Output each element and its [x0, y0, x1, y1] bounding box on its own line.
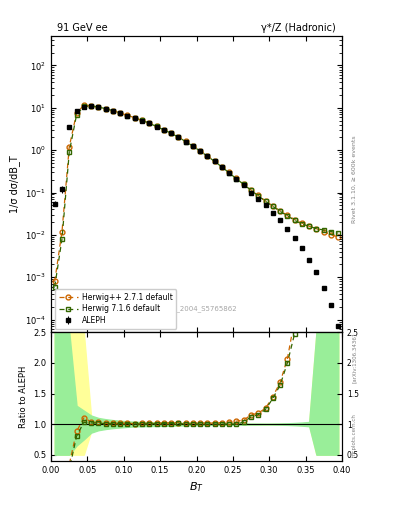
Herwig 7.1.6 default — [278, 208, 283, 215]
Herwig++ 2.7.1 default — [183, 138, 188, 144]
Herwig 7.1.6 default — [191, 143, 195, 149]
Herwig++ 2.7.1 default — [103, 105, 108, 112]
Herwig++ 2.7.1 default — [292, 217, 297, 223]
Herwig 7.1.6 default — [176, 134, 181, 140]
Text: ALEPH_2004_S5765862: ALEPH_2004_S5765862 — [155, 305, 238, 312]
Herwig 7.1.6 default — [249, 187, 253, 194]
Herwig 7.1.6 default — [60, 236, 64, 242]
Herwig 7.1.6 default — [81, 103, 86, 110]
Herwig 7.1.6 default — [205, 153, 210, 159]
Herwig 7.1.6 default — [336, 230, 341, 236]
Y-axis label: 1/σ dσ/dB_T: 1/σ dσ/dB_T — [9, 155, 20, 213]
Herwig 7.1.6 default — [132, 115, 137, 121]
Herwig 7.1.6 default — [241, 181, 246, 187]
Herwig 7.1.6 default — [227, 170, 231, 176]
Herwig++ 2.7.1 default — [140, 117, 144, 123]
Herwig++ 2.7.1 default — [81, 102, 86, 109]
Herwig 7.1.6 default — [67, 149, 72, 155]
Herwig 7.1.6 default — [307, 223, 312, 229]
Legend: Herwig++ 2.7.1 default, Herwig 7.1.6 default, ALEPH: Herwig++ 2.7.1 default, Herwig 7.1.6 def… — [55, 289, 176, 329]
Y-axis label: Ratio to ALEPH: Ratio to ALEPH — [18, 366, 28, 428]
Herwig 7.1.6 default — [183, 138, 188, 144]
Herwig 7.1.6 default — [154, 123, 159, 130]
Herwig++ 2.7.1 default — [52, 278, 57, 284]
Herwig 7.1.6 default — [299, 221, 304, 227]
Herwig++ 2.7.1 default — [307, 223, 312, 229]
Herwig++ 2.7.1 default — [89, 102, 94, 109]
Text: γ*/Z (Hadronic): γ*/Z (Hadronic) — [261, 23, 336, 33]
X-axis label: $B_T$: $B_T$ — [189, 480, 204, 494]
Text: 91 GeV ee: 91 GeV ee — [57, 23, 108, 33]
Herwig++ 2.7.1 default — [67, 144, 72, 150]
Herwig++ 2.7.1 default — [162, 126, 166, 133]
Herwig++ 2.7.1 default — [314, 226, 319, 232]
Herwig 7.1.6 default — [292, 217, 297, 223]
Text: [arXiv:1306.3436]: [arXiv:1306.3436] — [352, 333, 357, 383]
Herwig 7.1.6 default — [198, 148, 202, 154]
Herwig 7.1.6 default — [74, 112, 79, 118]
Herwig++ 2.7.1 default — [329, 232, 333, 238]
Herwig 7.1.6 default — [321, 227, 326, 233]
Herwig++ 2.7.1 default — [241, 181, 246, 187]
Herwig 7.1.6 default — [270, 203, 275, 209]
Herwig 7.1.6 default — [314, 226, 319, 232]
Herwig 7.1.6 default — [125, 113, 130, 119]
Herwig 7.1.6 default — [103, 105, 108, 112]
Herwig++ 2.7.1 default — [227, 169, 231, 176]
Herwig 7.1.6 default — [285, 213, 290, 219]
Herwig++ 2.7.1 default — [118, 110, 123, 116]
Herwig++ 2.7.1 default — [285, 212, 290, 218]
Text: Rivet 3.1.10, ≥ 600k events: Rivet 3.1.10, ≥ 600k events — [352, 135, 357, 223]
Herwig 7.1.6 default — [212, 158, 217, 164]
Herwig++ 2.7.1 default — [299, 220, 304, 226]
Herwig++ 2.7.1 default — [270, 203, 275, 209]
Herwig++ 2.7.1 default — [336, 234, 341, 240]
Herwig 7.1.6 default — [140, 117, 144, 123]
Herwig++ 2.7.1 default — [205, 153, 210, 159]
Herwig 7.1.6 default — [162, 127, 166, 133]
Herwig++ 2.7.1 default — [110, 108, 115, 114]
Herwig++ 2.7.1 default — [132, 115, 137, 121]
Herwig++ 2.7.1 default — [256, 193, 261, 199]
Herwig++ 2.7.1 default — [198, 147, 202, 154]
Herwig 7.1.6 default — [52, 284, 57, 290]
Herwig 7.1.6 default — [96, 104, 101, 110]
Herwig++ 2.7.1 default — [234, 175, 239, 181]
Herwig++ 2.7.1 default — [191, 143, 195, 149]
Herwig++ 2.7.1 default — [220, 163, 224, 169]
Herwig++ 2.7.1 default — [154, 123, 159, 130]
Herwig++ 2.7.1 default — [249, 187, 253, 193]
Text: mcplots.cern.ch: mcplots.cern.ch — [352, 413, 357, 457]
Herwig 7.1.6 default — [118, 110, 123, 116]
Herwig++ 2.7.1 default — [321, 228, 326, 234]
Herwig 7.1.6 default — [147, 120, 152, 126]
Herwig 7.1.6 default — [263, 198, 268, 204]
Herwig++ 2.7.1 default — [96, 104, 101, 110]
Herwig++ 2.7.1 default — [263, 198, 268, 204]
Herwig++ 2.7.1 default — [176, 134, 181, 140]
Line: Herwig++ 2.7.1 default: Herwig++ 2.7.1 default — [52, 103, 341, 284]
Herwig 7.1.6 default — [169, 130, 173, 136]
Herwig 7.1.6 default — [329, 228, 333, 234]
Line: Herwig 7.1.6 default: Herwig 7.1.6 default — [52, 103, 341, 289]
Herwig 7.1.6 default — [220, 164, 224, 170]
Herwig++ 2.7.1 default — [278, 208, 283, 214]
Herwig++ 2.7.1 default — [125, 112, 130, 118]
Herwig++ 2.7.1 default — [212, 158, 217, 164]
Herwig++ 2.7.1 default — [169, 130, 173, 136]
Herwig++ 2.7.1 default — [60, 228, 64, 234]
Herwig 7.1.6 default — [110, 108, 115, 114]
Herwig++ 2.7.1 default — [147, 120, 152, 126]
Herwig 7.1.6 default — [256, 193, 261, 199]
Herwig 7.1.6 default — [234, 176, 239, 182]
Herwig++ 2.7.1 default — [74, 110, 79, 116]
Herwig 7.1.6 default — [89, 103, 94, 109]
